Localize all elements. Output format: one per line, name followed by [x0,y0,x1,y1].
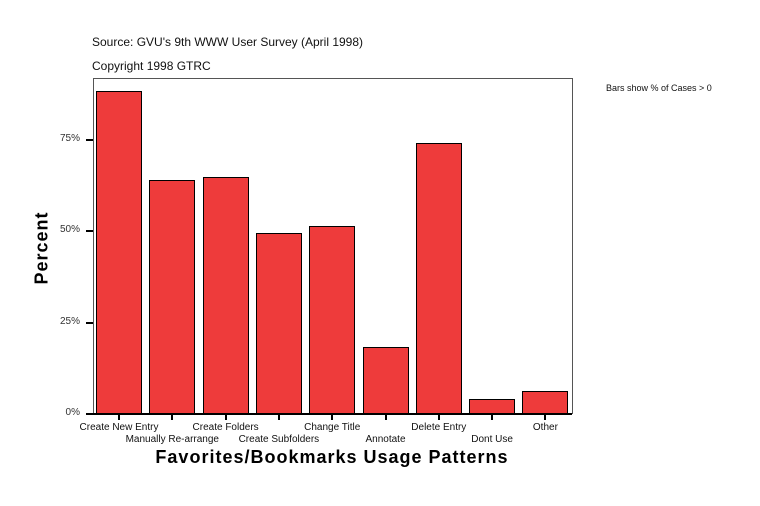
bar [202,176,249,414]
copyright-text: Copyright 1998 GTRC [92,59,211,73]
x-tick-label: Create New Entry [79,422,159,433]
x-tick-label: Create Subfolders [238,434,320,445]
bar [149,179,196,414]
bar [522,391,569,414]
y-tick-label: 50% [59,224,80,236]
bar [469,399,516,414]
x-tick-label: Delete Entry [411,422,467,433]
y-tick [86,321,93,324]
x-tick-label: Create Folders [192,422,259,433]
x-tick [384,414,387,420]
x-tick [224,414,227,420]
bar [362,347,409,414]
x-tick [331,414,334,420]
source-text: Source: GVU's 9th WWW User Survey (April… [92,35,364,49]
bar [309,226,356,414]
x-tick-label: Change Title [304,422,361,433]
x-tick [491,414,494,420]
bar [255,233,302,414]
x-tick-label: Manually Re-arrange [125,434,219,445]
x-tick-label: Annotate [365,434,406,445]
chart-note: Bars show % of Cases > 0 [606,83,712,93]
x-tick [544,414,547,420]
x-tick-label: Other [532,422,558,433]
x-axis-title: Favorites/Bookmarks Usage Patterns [155,447,509,467]
bar [96,91,142,414]
bar [415,143,462,414]
y-tick-label: 0% [65,407,80,418]
plot-area [93,78,573,414]
x-tick [118,414,120,420]
y-tick-label: 25% [59,315,80,327]
x-tick [277,414,280,420]
x-tick [171,414,174,420]
x-tick-label: Dont Use [471,434,513,445]
y-tick [86,230,93,233]
y-tick-label: 75% [59,133,80,145]
y-axis-title: Percent [31,211,52,285]
y-tick [86,139,93,142]
x-tick [437,414,440,420]
x-axis-line [86,413,572,415]
